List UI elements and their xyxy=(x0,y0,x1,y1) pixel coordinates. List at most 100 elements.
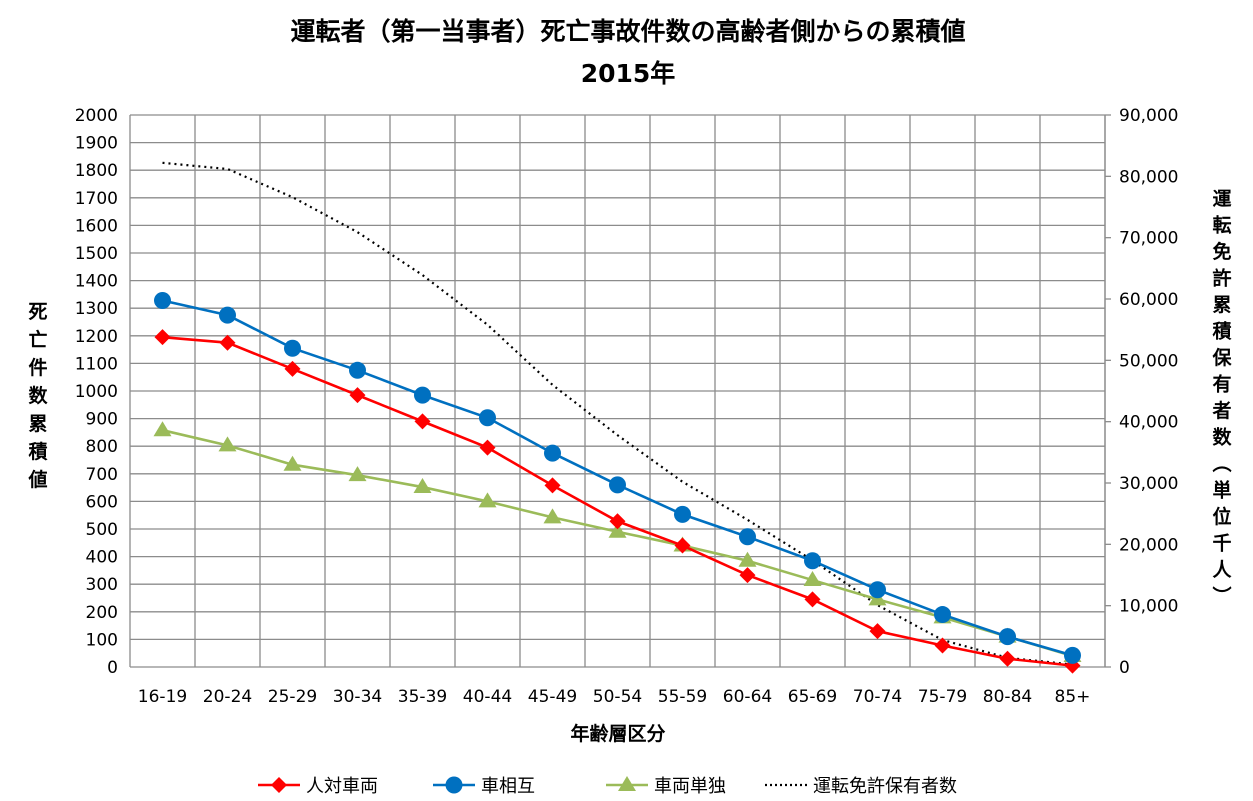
data-point xyxy=(414,386,431,404)
data-point xyxy=(869,623,886,640)
y2-axis-label-char: 者 xyxy=(1212,400,1231,422)
series-line xyxy=(162,161,1073,666)
x-tick-label: 20-24 xyxy=(203,687,252,707)
y-tick-label: 1400 xyxy=(75,272,118,292)
legend: 人対車両 車相互 車両単独 運転免許保有者数 xyxy=(258,776,957,797)
series-circle xyxy=(154,291,1081,664)
data-point xyxy=(349,361,366,379)
y-tick-label: 900 xyxy=(86,410,118,430)
y2-tick-label: 80,000 xyxy=(1119,167,1178,187)
y-tick-label: 0 xyxy=(107,658,118,678)
y2-axis-label-char: 千 xyxy=(1212,533,1231,555)
data-point xyxy=(413,478,432,494)
legend-label: 車相互 xyxy=(481,776,535,797)
legend-item: 人対車両 xyxy=(258,776,378,797)
y2-axis-label-char: 積 xyxy=(1212,320,1231,343)
data-point xyxy=(544,444,561,462)
data-point xyxy=(218,436,237,452)
x-tick-label: 70-74 xyxy=(853,687,902,707)
data-point xyxy=(154,329,171,346)
data-point xyxy=(348,466,367,482)
data-point xyxy=(609,476,626,494)
y-tick-label: 1100 xyxy=(75,354,118,374)
y2-axis-label-char: 許 xyxy=(1212,267,1231,290)
y-axis-label-char: 積 xyxy=(28,440,47,463)
y2-tick-label: 70,000 xyxy=(1119,229,1178,249)
data-point xyxy=(283,455,302,471)
data-point xyxy=(219,306,236,324)
axis-ticks: 0 100 200 300 400 500 600 700 800 900 1000 1100 1200… xyxy=(75,106,1179,707)
y2-tick-label: 90,000 xyxy=(1119,106,1178,126)
data-point xyxy=(739,567,756,584)
y-tick-label: 800 xyxy=(86,437,118,457)
y2-axis-label-char: 転 xyxy=(1212,215,1231,237)
data-point xyxy=(674,537,691,554)
data-point xyxy=(284,360,301,377)
data-point xyxy=(414,413,431,430)
data-point xyxy=(544,477,561,494)
y-axis-label-char: 値 xyxy=(27,469,47,491)
x-tick-label: 55-59 xyxy=(658,687,707,707)
y-tick-label: 700 xyxy=(86,465,118,485)
data-point xyxy=(934,637,951,654)
x-tick-label: 85+ xyxy=(1055,687,1091,707)
legend-label: 運転免許保有者数 xyxy=(813,776,957,797)
y-tick-label: 2000 xyxy=(75,106,118,126)
data-point xyxy=(154,291,171,309)
data-point xyxy=(219,334,236,351)
y2-tick-label: 30,000 xyxy=(1119,474,1178,494)
y2-tick-label: 60,000 xyxy=(1119,290,1178,310)
x-tick-label: 50-54 xyxy=(593,687,642,707)
data-point xyxy=(803,571,822,587)
data-point xyxy=(804,552,821,570)
x-tick-label: 45-49 xyxy=(528,687,577,707)
y-tick-label: 200 xyxy=(86,603,118,623)
y2-axis-label-char: 運 xyxy=(1212,188,1231,210)
y2-axis-label-char: 有 xyxy=(1212,373,1231,396)
y-tick-label: 1800 xyxy=(75,161,118,181)
series-diamond xyxy=(154,329,1081,674)
y-axis-label-char: 死 xyxy=(28,301,47,323)
data-point xyxy=(934,606,951,624)
data-point xyxy=(999,628,1016,646)
y2-axis-label-char: 免 xyxy=(1212,240,1231,263)
legend-label: 人対車両 xyxy=(306,776,378,797)
data-point xyxy=(1064,646,1081,664)
y2-tick-label: 10,000 xyxy=(1119,597,1178,617)
gridlines xyxy=(129,114,1111,668)
y2-axis-label-char: ） xyxy=(1210,586,1233,605)
data-point xyxy=(479,409,496,427)
y-tick-label: 1900 xyxy=(75,134,118,154)
y-tick-label: 100 xyxy=(86,630,118,650)
data-point xyxy=(608,522,627,538)
y-tick-label: 300 xyxy=(86,575,118,595)
y2-axis-label-char: 累 xyxy=(1212,294,1231,316)
data-point xyxy=(804,591,821,608)
x-tick-label: 40-44 xyxy=(463,687,512,707)
y2-axis-label-char: 人 xyxy=(1212,559,1232,581)
y-axis-label-char: 数 xyxy=(28,384,48,407)
data-point xyxy=(543,508,562,524)
x-tick-label: 35-39 xyxy=(398,687,447,707)
legend-label: 車両単独 xyxy=(654,776,726,797)
y2-tick-label: 0 xyxy=(1119,658,1130,678)
y2-axis-label-char: 単 xyxy=(1212,479,1231,502)
x-tick-label: 80-84 xyxy=(983,687,1032,707)
data-point xyxy=(999,650,1016,667)
y-tick-label: 500 xyxy=(86,520,118,540)
y2-axis-label-char: 位 xyxy=(1212,505,1231,528)
data-point xyxy=(478,492,497,508)
data-point xyxy=(284,339,301,357)
data-point xyxy=(479,439,496,456)
data-point xyxy=(153,421,172,437)
y-tick-label: 1500 xyxy=(75,244,118,264)
y-axis-label-char: 亡 xyxy=(28,328,47,351)
y-axis-label-char: 件 xyxy=(28,356,47,379)
y-tick-label: 1000 xyxy=(75,382,118,402)
data-point xyxy=(271,777,287,793)
x-tick-label: 65-69 xyxy=(788,687,837,707)
y-tick-label: 1300 xyxy=(75,299,118,319)
x-tick-label: 75-79 xyxy=(918,687,967,707)
